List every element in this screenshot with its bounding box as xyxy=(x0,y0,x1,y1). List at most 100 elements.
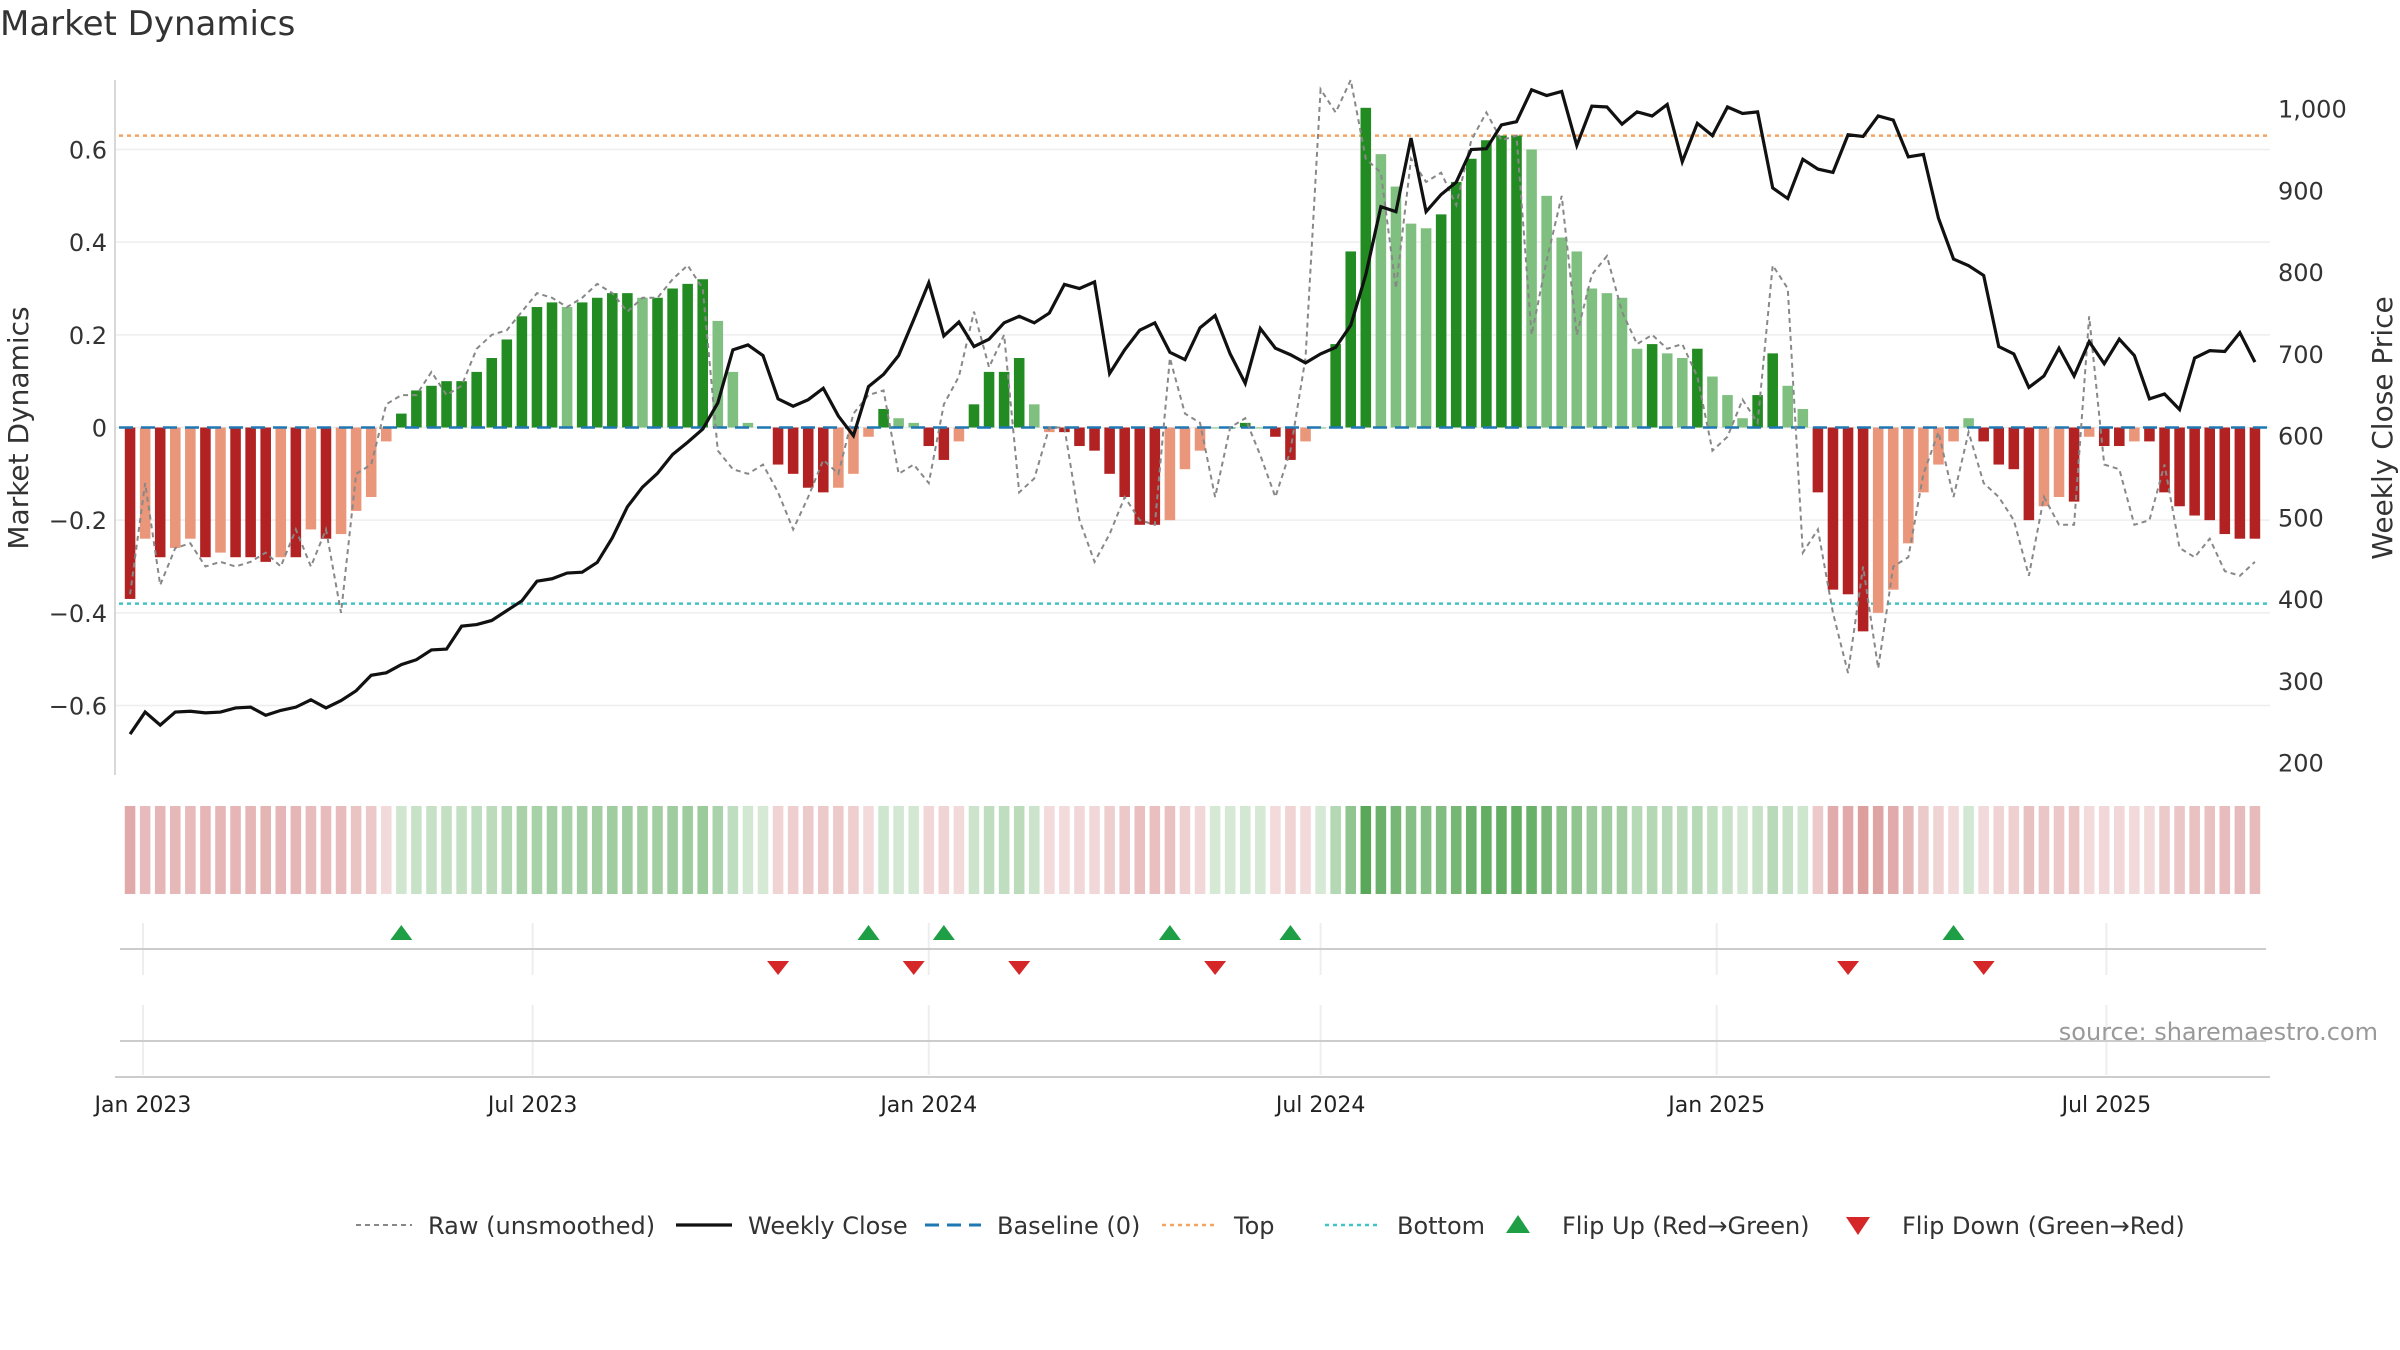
dynamics-bar xyxy=(1601,293,1613,428)
dynamics-bar xyxy=(215,427,226,553)
regime-cell xyxy=(1074,806,1085,894)
regime-cell xyxy=(1842,806,1854,894)
y2-tick-label: 400 xyxy=(2278,586,2324,614)
regime-strip xyxy=(124,806,2261,894)
regime-cell xyxy=(1179,806,1191,894)
dynamics-bar xyxy=(1496,135,1507,428)
x-tick-label: Jul 2025 xyxy=(2060,1093,2152,1118)
dynamics-bar xyxy=(1149,427,1161,525)
regime-cell xyxy=(983,806,995,894)
regime-cell xyxy=(1194,806,1206,894)
dynamics-bar xyxy=(1752,395,1763,428)
dynamics-bar xyxy=(124,427,136,599)
dynamics-bar xyxy=(1993,427,2005,465)
dynamics-bar xyxy=(1435,214,1447,428)
regime-cell xyxy=(742,806,754,894)
regime-cell xyxy=(1300,806,1311,894)
dynamics-bar xyxy=(2038,427,2050,507)
dynamics-bar xyxy=(1119,427,1130,497)
regime-cell xyxy=(1104,806,1115,894)
regime-cell xyxy=(1330,806,1341,894)
dynamics-bar xyxy=(1028,404,1040,428)
flip-down-marker xyxy=(767,961,790,975)
regime-cell xyxy=(591,806,603,894)
dynamics-bar xyxy=(471,371,482,428)
dynamics-bar xyxy=(1571,251,1583,428)
regime-cell xyxy=(1993,806,2005,894)
regime-cell xyxy=(200,806,211,894)
dynamics-bar xyxy=(2068,427,2080,502)
weekly-close-line xyxy=(128,87,2257,736)
regime-cell xyxy=(396,806,407,894)
dynamics-bar xyxy=(1556,237,1567,428)
dynamics-bar xyxy=(516,316,528,428)
dynamics-bar xyxy=(2008,427,2020,470)
y2-tick-label: 600 xyxy=(2278,423,2324,451)
dynamics-bar xyxy=(591,297,603,428)
y2-tick-label: 900 xyxy=(2278,177,2324,205)
regime-cell xyxy=(938,806,950,894)
regime-cell xyxy=(441,806,452,894)
dynamics-bar xyxy=(1857,427,1869,632)
dynamics-bar xyxy=(1255,427,1266,429)
dynamics-bar xyxy=(893,418,904,428)
regime-cell xyxy=(1797,806,1809,894)
regime-cell xyxy=(2234,806,2246,894)
legend-entry: Weekly Close xyxy=(676,1212,908,1240)
dynamics-bar xyxy=(2234,427,2246,539)
dynamics-bar xyxy=(1285,427,1296,460)
regime-cell xyxy=(1872,806,1884,894)
dynamics-bar xyxy=(1646,344,1658,428)
x-tick-label: Jan 2023 xyxy=(93,1093,192,1118)
dynamics-bar xyxy=(456,381,467,428)
regime-cell xyxy=(878,806,889,894)
regime-cell xyxy=(1586,806,1598,894)
regime-cell xyxy=(652,806,663,894)
regime-cell xyxy=(1285,806,1296,894)
dynamics-bar xyxy=(2114,427,2125,447)
y-tick-label: 0 xyxy=(92,415,107,443)
dynamics-bar xyxy=(1948,427,1959,442)
x-tick-label: Jul 2023 xyxy=(486,1093,578,1118)
dynamics-bar xyxy=(1375,154,1387,428)
regime-cell xyxy=(2144,806,2155,894)
y-tick-label: −0.6 xyxy=(49,693,107,721)
regime-cell xyxy=(1782,806,1794,894)
y-tick-label: 0.6 xyxy=(69,137,107,165)
regime-cell xyxy=(1963,806,1974,894)
y-tick-label: 0.4 xyxy=(69,229,107,257)
regime-cell xyxy=(1481,806,1492,894)
regime-cell xyxy=(637,806,648,894)
dynamics-bar xyxy=(1676,358,1688,428)
regime-cell xyxy=(2068,806,2080,894)
dynamics-bar xyxy=(953,427,965,442)
regime-cell xyxy=(682,806,693,894)
dynamics-bar xyxy=(350,427,362,511)
dynamics-bar xyxy=(1194,427,1206,451)
y2-tick-label: 800 xyxy=(2278,259,2324,287)
legend-entry: Top xyxy=(1162,1212,1275,1240)
y-tick-label: −0.4 xyxy=(49,600,107,628)
regime-cell xyxy=(1028,806,1040,894)
dynamics-bar xyxy=(260,427,271,562)
dynamics-bar xyxy=(1782,385,1794,428)
dynamics-bar xyxy=(787,427,799,474)
regime-cell xyxy=(1360,806,1372,894)
regime-cell xyxy=(2159,806,2170,894)
dynamics-bar xyxy=(2023,427,2035,521)
dynamics-bar xyxy=(2129,427,2140,442)
regime-cell xyxy=(2038,806,2050,894)
dynamics-bar xyxy=(1842,427,1854,595)
regime-cell xyxy=(1526,806,1537,894)
regime-cell xyxy=(1692,806,1703,894)
regime-cell xyxy=(170,806,181,894)
dynamics-bar xyxy=(154,427,166,558)
dynamics-bar xyxy=(923,427,935,447)
regime-cell xyxy=(727,806,739,894)
regime-cell xyxy=(1752,806,1763,894)
flip-up-marker xyxy=(932,925,955,940)
regime-cell xyxy=(1737,806,1748,894)
regime-cell xyxy=(260,806,271,894)
dynamics-bar xyxy=(1013,358,1025,428)
regime-cell xyxy=(1616,806,1628,894)
